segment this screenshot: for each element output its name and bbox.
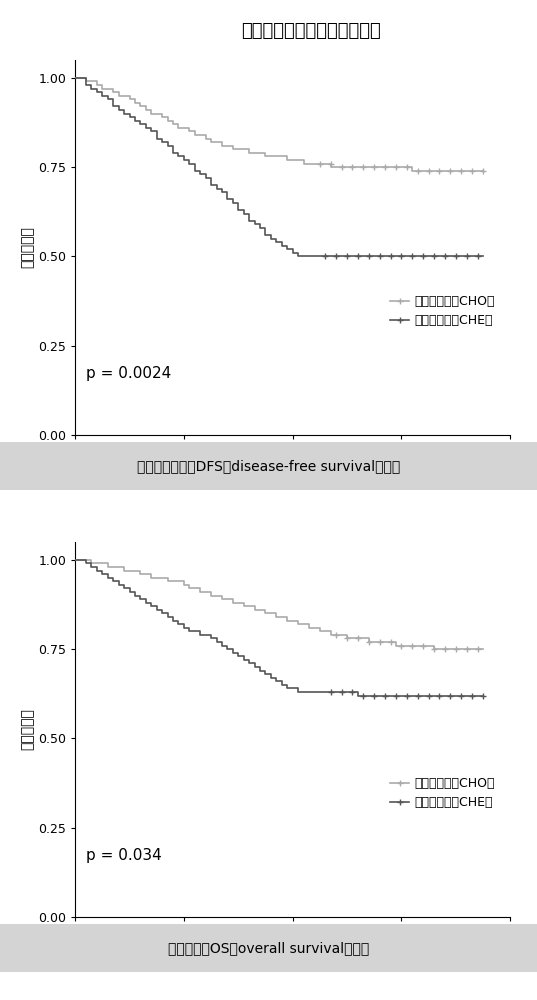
- Text: p = 0.034: p = 0.034: [86, 848, 162, 863]
- Legend: 染色质同质（CHO）, 染色质异质（CHE）: 染色质同质（CHO）, 染色质异质（CHE）: [386, 290, 499, 332]
- Text: 总生存率（OS，overall survival，月）: 总生存率（OS，overall survival，月）: [168, 941, 369, 955]
- Y-axis label: 累积生存率: 累积生存率: [20, 709, 34, 750]
- Text: p = 0.0024: p = 0.0024: [86, 366, 171, 381]
- Legend: 染色质同质（CHO）, 染色质异质（CHE）: 染色质同质（CHO）, 染色质异质（CHE）: [386, 772, 499, 814]
- Text: 染色质结构分型生存分析结果: 染色质结构分型生存分析结果: [242, 22, 381, 40]
- Y-axis label: 累积生存率: 累积生存率: [20, 227, 34, 268]
- Text: 无疾病生存率（DFS，disease-free survival，月）: 无疾病生存率（DFS，disease-free survival，月）: [137, 459, 400, 473]
